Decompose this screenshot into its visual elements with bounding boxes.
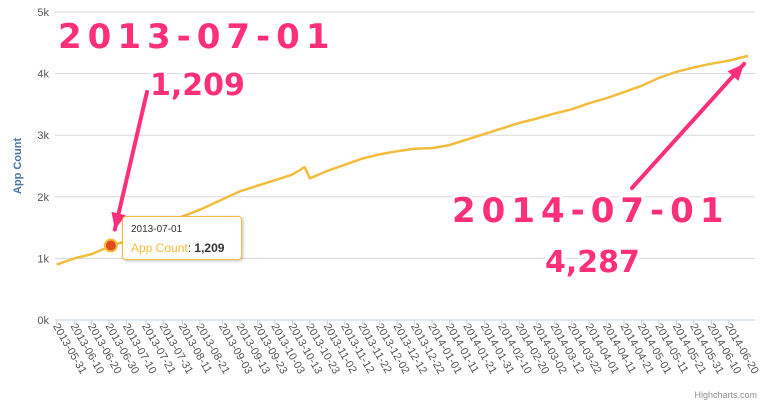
tooltip-series-label: App Count xyxy=(131,241,188,255)
hover-marker xyxy=(103,238,118,253)
tooltip-value: 1,209 xyxy=(194,241,225,255)
tooltip-row: App Count: 1,209 xyxy=(131,241,233,255)
y-axis-title: App Count xyxy=(12,138,24,195)
tooltip-date: 2013-07-01 xyxy=(131,224,183,235)
annotation-date-right: 2014-07-01 xyxy=(452,191,729,231)
annotation-value-left: 1,209 xyxy=(150,68,245,103)
annotation-value-right: 4,287 xyxy=(545,245,640,280)
y-tick-label: 1k xyxy=(37,253,49,265)
annotation-arrow-shaft xyxy=(112,90,149,232)
data-tooltip: 2013-07-01 App Count: 1,209 xyxy=(122,216,242,260)
annotation-date-left: 2013-07-01 xyxy=(58,17,335,57)
annotations: 2013-07-01 1,209 2014-07-01 4,287 xyxy=(55,14,747,283)
tooltip-separator: : xyxy=(187,241,195,255)
y-tick-label: 5k xyxy=(37,7,49,19)
y-tick-label: 2k xyxy=(37,192,49,204)
y-axis: 0k 1k 2k 3k 4k 5k xyxy=(37,7,49,327)
annotation-arrow-shaft xyxy=(630,61,747,190)
annotation-arrow-head xyxy=(727,63,745,82)
y-tick-label: 3k xyxy=(37,130,49,142)
credits-link[interactable]: Highcharts.com xyxy=(694,390,757,400)
x-axis: 2013-05-312013-06-102013-06-202013-06-30… xyxy=(50,320,761,376)
y-tick-label: 4k xyxy=(37,69,49,81)
y-tick-label: 0k xyxy=(37,315,49,327)
